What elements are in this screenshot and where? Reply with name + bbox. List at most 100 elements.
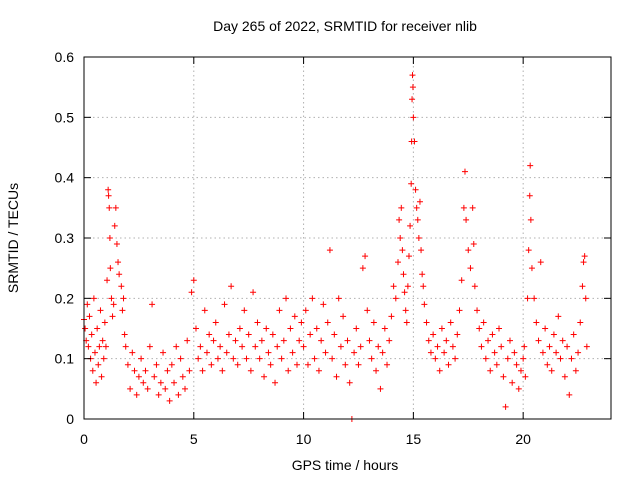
data-point [230, 355, 237, 362]
data-point [96, 343, 103, 350]
data-point [539, 349, 546, 356]
data-point [375, 343, 382, 350]
data-point [285, 367, 292, 374]
data-point [326, 247, 333, 254]
data-point [527, 216, 534, 223]
data-point [182, 385, 189, 392]
data-point [267, 361, 274, 368]
data-point [113, 241, 120, 248]
data-point [91, 349, 98, 356]
data-point [243, 355, 250, 362]
data-point [197, 343, 204, 350]
data-point [337, 343, 344, 350]
data-point [461, 168, 468, 175]
data-point [155, 391, 162, 398]
data-point [300, 343, 307, 350]
data-point [309, 295, 316, 302]
y-tick-label: 0.6 [55, 49, 75, 65]
data-point [265, 349, 272, 356]
data-point [359, 265, 366, 272]
data-point [296, 337, 303, 344]
data-point [436, 367, 443, 374]
data-point [293, 361, 300, 368]
axis-ticks: 0 0.1 0.2 0.3 0.4 0.5 0.6 0 5 10 15 20 [55, 49, 611, 447]
data-point [100, 355, 107, 362]
data-point [404, 283, 411, 290]
data-point [398, 204, 405, 211]
data-point [577, 319, 584, 326]
x-tick-label: 10 [296, 431, 312, 447]
data-point [105, 186, 112, 193]
data-point [88, 331, 95, 338]
data-point [402, 307, 409, 314]
data-point [470, 241, 477, 248]
data-point [98, 373, 105, 380]
data-point [502, 403, 509, 410]
data-point [115, 259, 122, 266]
data-point [95, 361, 102, 368]
data-point [228, 283, 235, 290]
data-point [405, 253, 412, 260]
x-tick-label: 20 [515, 431, 531, 447]
data-point [120, 295, 127, 302]
data-point [570, 331, 577, 338]
data-point [101, 319, 108, 326]
data-point [579, 283, 586, 290]
x-axis-label: GPS time / hours [292, 457, 399, 473]
data-point [555, 313, 562, 320]
data-point [331, 331, 338, 338]
data-point [201, 307, 208, 314]
data-point [438, 325, 445, 332]
data-point [386, 337, 393, 344]
data-point [368, 355, 375, 362]
data-point [566, 391, 573, 398]
data-point [188, 289, 195, 296]
data-point [357, 343, 364, 350]
data-point [408, 180, 415, 187]
data-point [112, 204, 119, 211]
y-tick-label: 0.3 [55, 230, 75, 246]
data-point [471, 283, 478, 290]
data-point [452, 355, 459, 362]
data-point [420, 283, 427, 290]
x-tick-label: 15 [406, 431, 422, 447]
data-point [109, 313, 116, 320]
data-point [489, 331, 496, 338]
y-tick-label: 0.2 [55, 290, 75, 306]
data-point [221, 301, 228, 308]
data-point [90, 295, 97, 302]
data-point [430, 331, 437, 338]
data-point [485, 337, 492, 344]
data-point [409, 96, 416, 103]
data-point [458, 277, 465, 284]
data-point [99, 337, 106, 344]
data-point [283, 295, 290, 302]
data-point [85, 343, 92, 350]
data-point [335, 295, 342, 302]
data-point [362, 253, 369, 260]
data-point [396, 216, 403, 223]
data-point [107, 265, 114, 272]
data-point [520, 355, 527, 362]
data-point [432, 355, 439, 362]
data-point [351, 349, 358, 356]
data-point [370, 319, 377, 326]
data-point [395, 259, 402, 266]
y-tick-label: 0.1 [55, 351, 75, 367]
data-point [247, 367, 254, 374]
data-point [272, 379, 279, 386]
data-point [456, 307, 463, 314]
data-point [127, 385, 134, 392]
data-point [476, 325, 483, 332]
data-point [184, 337, 191, 344]
data-point [419, 271, 426, 278]
data-point [463, 216, 470, 223]
data-point [106, 204, 113, 211]
data-point [133, 391, 140, 398]
data-point [392, 295, 399, 302]
data-point [568, 355, 575, 362]
data-point [445, 361, 452, 368]
data-point [199, 367, 206, 374]
data-point [291, 313, 298, 320]
